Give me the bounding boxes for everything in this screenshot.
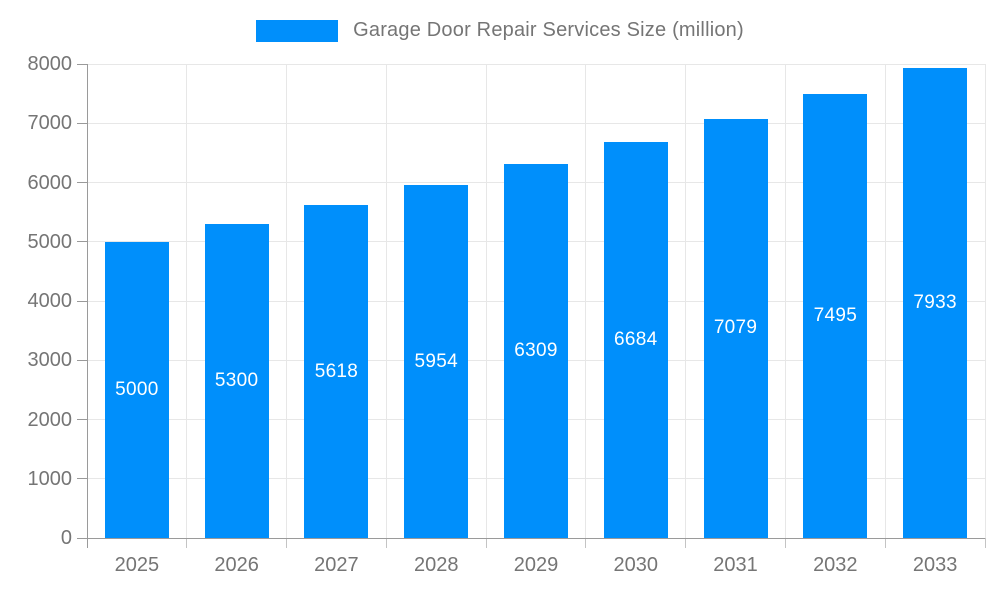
y-tick-label: 2000 (27, 408, 73, 431)
x-axis-line (77, 537, 985, 539)
x-tick-label: 2029 (513, 554, 559, 576)
y-tick (77, 300, 87, 302)
bar-2029[interactable]: 6309 (504, 164, 568, 538)
y-axis-line (86, 64, 88, 548)
v-gridline (385, 64, 387, 538)
y-tick-label: 3000 (27, 349, 73, 372)
y-tick-label: 6000 (27, 171, 73, 194)
y-tick-label: 7000 (27, 112, 73, 135)
bar-value-label: 6309 (514, 340, 558, 362)
legend-swatch (256, 19, 339, 42)
v-gridline (485, 64, 487, 538)
x-tick-label: 2031 (713, 554, 758, 576)
x-tick (485, 538, 487, 548)
bar-value-label: 5954 (414, 350, 458, 372)
v-gridline (984, 64, 986, 538)
bar-2033[interactable]: 7933 (903, 67, 968, 538)
h-gridline (87, 63, 985, 65)
x-tick-label: 2025 (114, 554, 160, 576)
v-gridline (884, 64, 886, 538)
legend-label: Garage Door Repair Services Size (millio… (353, 19, 744, 41)
y-tick (77, 63, 87, 65)
v-gridline (784, 64, 786, 538)
bar-value-label: 5300 (214, 369, 259, 391)
v-gridline (286, 64, 288, 538)
x-tick-label: 2027 (314, 554, 359, 576)
v-gridline (685, 64, 687, 538)
x-tick-label: 2032 (813, 554, 858, 576)
v-gridline (585, 64, 587, 538)
h-gridline (87, 122, 985, 124)
bar-value-label: 7933 (913, 291, 957, 313)
x-tick-label: 2026 (214, 554, 259, 576)
y-tick-label: 4000 (27, 290, 73, 312)
y-tick (77, 419, 87, 420)
x-tick-label: 2030 (613, 554, 659, 576)
x-tick (286, 538, 288, 548)
bar-2026[interactable]: 5300 (204, 223, 269, 538)
y-tick (77, 478, 87, 480)
bar-2025[interactable]: 5000 (104, 241, 169, 538)
bar-2030[interactable]: 6684 (603, 141, 668, 538)
y-tick-label: 8000 (27, 53, 73, 75)
bar-value-label: 5618 (314, 360, 359, 382)
y-tick (77, 241, 87, 243)
plot-area: 5000 5300 5618 5954 6309 6684 7079 7495 7933 (87, 63, 986, 538)
y-tick-label: 1000 (27, 467, 73, 490)
y-tick (77, 122, 87, 124)
x-tick (784, 538, 786, 548)
bar-2031[interactable]: 7079 (703, 118, 768, 538)
v-gridline (186, 64, 188, 538)
bar-2032[interactable]: 7495 (803, 93, 868, 538)
x-tick (884, 538, 886, 548)
x-tick (984, 538, 986, 548)
x-tick (685, 538, 687, 548)
y-tick (77, 359, 87, 361)
bar-value-label: 5000 (115, 378, 159, 400)
y-tick-label: 5000 (27, 230, 73, 253)
legend[interactable]: Garage Door Repair Services Size (millio… (0, 19, 1000, 42)
x-tick (186, 538, 188, 548)
bar-value-label: 7495 (813, 304, 858, 326)
y-tick (77, 182, 87, 183)
bar-value-label: 6684 (614, 328, 658, 350)
bar-value-label: 7079 (713, 317, 758, 339)
bar-2027[interactable]: 5618 (304, 205, 369, 538)
x-tick-label: 2033 (912, 554, 958, 576)
x-tick-label: 2028 (413, 554, 459, 576)
bar-2028[interactable]: 5954 (404, 185, 469, 538)
x-tick (585, 538, 587, 548)
y-tick-label: 0 (60, 527, 72, 549)
x-tick (385, 538, 387, 548)
